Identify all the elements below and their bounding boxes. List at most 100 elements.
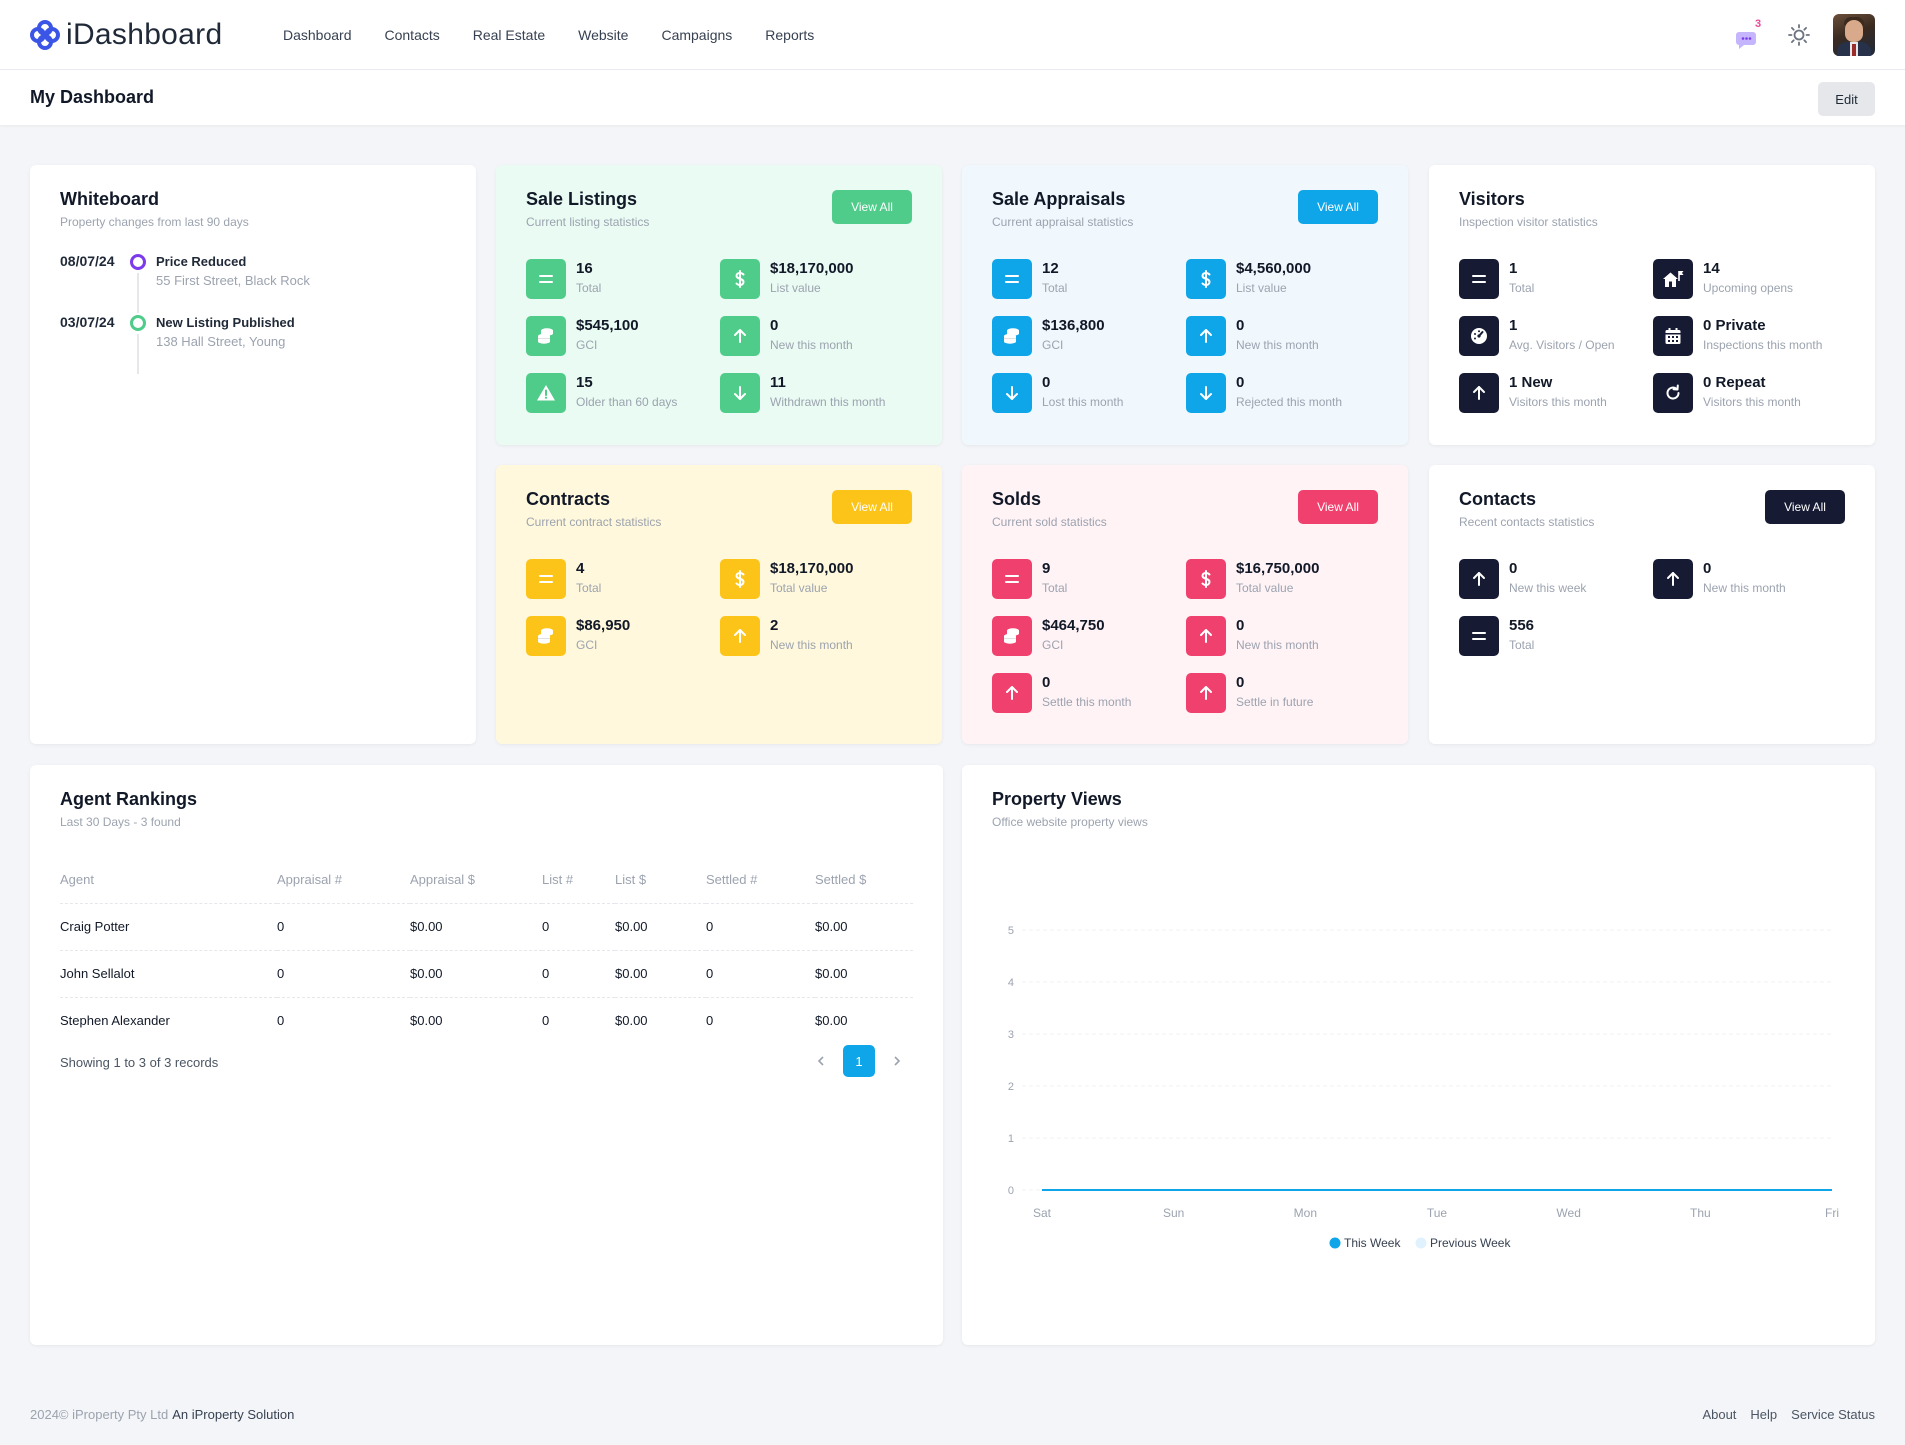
nav-dashboard[interactable]: Dashboard [283, 27, 352, 43]
visitors-subtitle: Inspection visitor statistics [1459, 215, 1598, 229]
stat-item: 9 Total [992, 559, 1182, 601]
warning-icon [526, 373, 566, 413]
top-navbar: iDashboard Dashboard Contacts Real Estat… [0, 0, 1905, 70]
nav-campaigns[interactable]: Campaigns [661, 27, 733, 43]
y-tick-label: 3 [1008, 1029, 1014, 1041]
page-button[interactable]: 1 [843, 1045, 875, 1077]
stat-label: Total [1042, 281, 1068, 295]
user-avatar[interactable] [1833, 14, 1875, 56]
arrow-up-icon [1186, 673, 1226, 713]
sale-listings-card: Sale Listings Current listing statistics V… [496, 165, 942, 445]
legend-label: Previous Week [1430, 1236, 1511, 1250]
stat-item: $16,750,000 Total value [1186, 559, 1376, 601]
stat-item: 11 Withdrawn this month [720, 373, 910, 415]
footer-link-service-status[interactable]: Service Status [1791, 1407, 1875, 1422]
y-tick-label: 0 [1008, 1185, 1014, 1197]
stat-value: 0 [1236, 374, 1245, 391]
column-header-list-count[interactable]: List # [542, 857, 615, 904]
agent-rankings-table: Agent Appraisal # Appraisal $ List # Lis… [60, 857, 913, 1044]
stat-label: List value [1236, 281, 1287, 295]
stat-label: Settle in future [1236, 695, 1314, 709]
y-tick-label: 1 [1008, 1133, 1014, 1145]
arrow-up-icon [1459, 373, 1499, 413]
stat-value: 2 [770, 617, 779, 634]
chevron-right-icon [894, 1056, 901, 1066]
dollar-icon [720, 259, 760, 299]
solds-view-all-button[interactable]: View All [1298, 490, 1378, 524]
edit-dashboard-button[interactable]: Edit [1818, 82, 1875, 116]
stat-label: Avg. Visitors / Open [1509, 338, 1615, 352]
stat-value: 0 Private [1703, 317, 1766, 334]
pagination: 1 [805, 1045, 913, 1077]
contracts-view-all-button[interactable]: View All [832, 490, 912, 524]
timeline-dot-icon [130, 254, 146, 270]
stat-item: $86,950 GCI [526, 616, 716, 658]
whiteboard-item-address: 138 Hall Street, Young [156, 334, 286, 349]
sale-appraisals-subtitle: Current appraisal statistics [992, 215, 1134, 229]
stat-item: 1 New Visitors this month [1459, 373, 1649, 415]
contracts-card: Contracts Current contract statistics View… [496, 465, 942, 744]
stat-value: 12 [1042, 260, 1059, 277]
stat-value: 556 [1509, 617, 1535, 634]
stat-label: Total [1509, 638, 1535, 652]
stat-value: 4 [576, 560, 585, 577]
stat-item: $4,560,000 List value [1186, 259, 1376, 301]
next-page-button[interactable] [881, 1045, 913, 1077]
prev-page-button[interactable] [805, 1045, 837, 1077]
stat-item: 0 Settle this month [992, 673, 1182, 715]
equals-icon [1459, 259, 1499, 299]
whiteboard-item-title: Price Reduced [156, 254, 247, 269]
legend-label: This Week [1344, 1236, 1401, 1250]
stat-item: 12 Total [992, 259, 1182, 301]
column-header-agent[interactable]: Agent [60, 857, 277, 904]
stat-label: New this month [1236, 338, 1319, 352]
stat-item: 1 Avg. Visitors / Open [1459, 316, 1649, 358]
stat-label: New this week [1509, 581, 1587, 595]
dollar-icon [1186, 559, 1226, 599]
stat-label: Total value [770, 581, 828, 595]
nav-reports[interactable]: Reports [765, 27, 815, 43]
contracts-title: Contracts [526, 489, 611, 509]
x-tick-label: Sat [1033, 1206, 1052, 1220]
equals-icon [992, 259, 1032, 299]
calendar-icon [1653, 316, 1693, 356]
table-cell: $0.00 [410, 950, 542, 998]
column-header-list-value[interactable]: List $ [615, 857, 706, 904]
footer-copyright: 2024© iProperty Pty Ltd An iProperty Solu… [30, 1407, 294, 1422]
whiteboard-item-date: 03/07/24 [60, 314, 115, 330]
stat-value: 0 [1042, 374, 1051, 391]
footer-link-help[interactable]: Help [1750, 1407, 1778, 1422]
stat-value: 15 [576, 374, 593, 391]
whiteboard-item[interactable]: 08/07/24 Price Reduced 55 First Street, … [60, 253, 460, 313]
column-header-appraisal-count[interactable]: Appraisal # [277, 857, 410, 904]
column-header-settled-count[interactable]: Settled # [706, 857, 815, 904]
contacts-view-all-button[interactable]: View All [1765, 490, 1845, 524]
dollar-icon [720, 559, 760, 599]
stat-label: Total [576, 581, 602, 595]
column-header-appraisal-value[interactable]: Appraisal $ [410, 857, 542, 904]
table-row[interactable]: John Sellalot 0 $0.00 0 $0.00 0 $0.00 [60, 950, 913, 998]
sale-appraisals-view-all-button[interactable]: View All [1298, 190, 1378, 224]
stat-value: 1 [1509, 260, 1518, 277]
sale-listings-view-all-button[interactable]: View All [832, 190, 912, 224]
table-cell: $0.00 [615, 903, 706, 951]
table-row[interactable]: Craig Potter 0 $0.00 0 $0.00 0 $0.00 [60, 903, 913, 951]
notifications-button[interactable]: 3 [1735, 18, 1765, 50]
table-row[interactable]: Stephen Alexander 0 $0.00 0 $0.00 0 $0.0… [60, 997, 913, 1044]
nav-real-estate[interactable]: Real Estate [472, 27, 546, 43]
nav-website[interactable]: Website [578, 27, 629, 43]
whiteboard-item[interactable]: 03/07/24 New Listing Published 138 Hall … [60, 314, 460, 374]
brand-logo[interactable]: iDashboard [30, 18, 222, 52]
theme-toggle-button[interactable] [1787, 23, 1811, 47]
x-tick-label: Sun [1163, 1206, 1184, 1220]
stat-value: $18,170,000 [770, 560, 854, 577]
footer-link-about[interactable]: About [1702, 1407, 1737, 1422]
stat-label: New this month [770, 638, 853, 652]
stat-value: 0 [1236, 617, 1245, 634]
column-header-settled-value[interactable]: Settled $ [815, 857, 913, 904]
stat-value: 0 [1703, 560, 1712, 577]
nav-contacts[interactable]: Contacts [384, 27, 440, 43]
stat-item: 16 Total [526, 259, 716, 301]
whiteboard-item-title: New Listing Published [156, 315, 295, 330]
stat-item: 0 New this month [1186, 316, 1376, 358]
